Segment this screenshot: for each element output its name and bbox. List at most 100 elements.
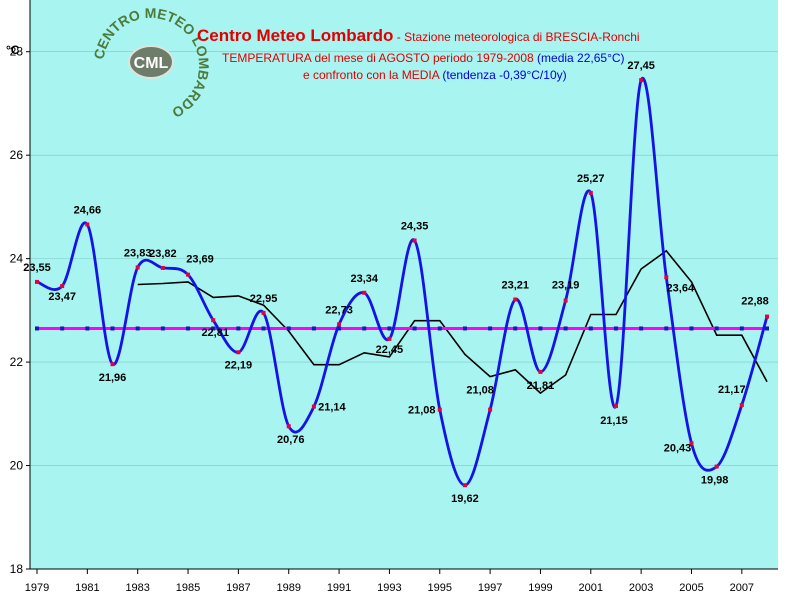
- chart-subtitle-period: TEMPERATURA del mese di AGOSTO periodo 1…: [222, 51, 534, 65]
- y-tick-labels: 18 20 22 24 26 28: [10, 45, 24, 576]
- data-point: [437, 407, 442, 412]
- mean-point: [538, 326, 543, 331]
- data-point: [462, 483, 467, 488]
- data-point: [387, 336, 392, 341]
- data-label: 23,69: [186, 254, 214, 266]
- data-point: [362, 290, 367, 295]
- data-label: 25,27: [577, 173, 605, 185]
- data-label: 21,81: [527, 380, 555, 392]
- x-tick-labels: 1979 1981 1983 1985 1987 1989 1991 1993 1995 1997…: [25, 582, 754, 594]
- mean-point: [85, 326, 90, 331]
- data-point: [588, 190, 593, 195]
- mean-point: [186, 326, 191, 331]
- mean-point: [714, 326, 719, 331]
- data-label: 24,66: [74, 204, 102, 216]
- data-point: [639, 78, 644, 83]
- temperature-series: [35, 76, 769, 488]
- data-point: [613, 404, 618, 409]
- y-tick-label: 22: [10, 355, 24, 369]
- chart-subtitle-trend: (tendenza -0,39°C/10y): [439, 68, 567, 82]
- mean-point: [337, 326, 342, 331]
- x-tick-label: 2003: [629, 582, 653, 594]
- y-axis-unit: °C: [6, 43, 20, 57]
- x-tick-label: 1999: [528, 582, 552, 594]
- data-point: [664, 275, 669, 280]
- mean-point: [639, 326, 644, 331]
- data-label: 23,64: [667, 282, 695, 294]
- data-label: 21,08: [408, 405, 436, 417]
- x-tick-label: 2007: [730, 582, 754, 594]
- mean-point: [261, 326, 266, 331]
- data-point: [689, 441, 694, 446]
- data-point: [488, 407, 493, 412]
- data-point: [160, 265, 165, 270]
- x-tick-label: 2001: [579, 582, 603, 594]
- data-label: 19,98: [701, 475, 729, 487]
- y-tick-label: 24: [10, 252, 24, 266]
- x-tick-label: 1985: [176, 582, 200, 594]
- data-point: [538, 369, 543, 374]
- x-tick-label: 2005: [679, 582, 703, 594]
- data-label: 23,83: [124, 247, 152, 259]
- data-point: [110, 362, 115, 367]
- mean-point: [211, 326, 216, 331]
- data-point: [513, 297, 518, 302]
- y-tick-label: 18: [10, 562, 24, 576]
- mean-point: [160, 326, 165, 331]
- mean-point: [462, 326, 467, 331]
- data-label: 23,34: [350, 273, 378, 285]
- data-label: 21,17: [718, 384, 746, 396]
- data-label: 20,43: [664, 442, 692, 454]
- data-label: 23,21: [502, 280, 530, 292]
- x-tick-label: 1983: [125, 582, 149, 594]
- data-point: [186, 272, 191, 277]
- mean-point: [387, 326, 392, 331]
- mean-point: [488, 326, 493, 331]
- x-tick-label: 1997: [478, 582, 502, 594]
- data-point: [739, 403, 744, 408]
- data-label: 22,45: [376, 344, 404, 356]
- mean-point: [311, 326, 316, 331]
- data-point: [412, 238, 417, 243]
- data-label: 24,35: [401, 221, 429, 233]
- mean-point: [588, 326, 593, 331]
- data-point: [135, 265, 140, 270]
- chart-title-line3: e confronto con la MEDIA (tendenza -0,39…: [303, 68, 567, 82]
- mean-point: [664, 326, 669, 331]
- data-point: [211, 318, 216, 323]
- trend-line: [137, 249, 768, 395]
- data-label: 21,14: [318, 402, 346, 414]
- trend-series: [137, 249, 768, 395]
- chart-title-line2: TEMPERATURA del mese di AGOSTO periodo 1…: [222, 51, 625, 65]
- chart-title-suffix: - Stazione meteorologica di BRESCIA-Ronc…: [393, 30, 639, 44]
- x-tick-label: 1993: [377, 582, 401, 594]
- mean-point: [236, 326, 241, 331]
- mean-point: [613, 326, 618, 331]
- data-label: 20,76: [277, 434, 305, 446]
- data-label: 21,15: [600, 415, 628, 427]
- data-point: [765, 314, 769, 319]
- mean-point: [513, 326, 518, 331]
- x-tick-label: 1979: [25, 582, 49, 594]
- y-tick-label: 26: [10, 148, 24, 162]
- mean-point: [563, 326, 568, 331]
- data-point: [85, 222, 90, 227]
- mean-point: [286, 326, 291, 331]
- logo-center-text: CML: [134, 55, 169, 72]
- mean-point: [739, 326, 744, 331]
- data-point: [311, 404, 316, 409]
- mean-point: [35, 326, 39, 331]
- data-label: 22,95: [250, 293, 278, 305]
- mean-series: [35, 326, 769, 331]
- chart-title-line1: Centro Meteo Lombardo - Stazione meteoro…: [197, 26, 640, 45]
- mean-point: [60, 326, 65, 331]
- mean-point: [110, 326, 115, 331]
- data-label: 22,19: [225, 359, 253, 371]
- mean-point: [689, 326, 694, 331]
- y-tick-label: 28: [10, 45, 24, 59]
- x-tick-label: 1981: [75, 582, 99, 594]
- data-point: [714, 464, 719, 469]
- data-label: 22,88: [741, 296, 769, 308]
